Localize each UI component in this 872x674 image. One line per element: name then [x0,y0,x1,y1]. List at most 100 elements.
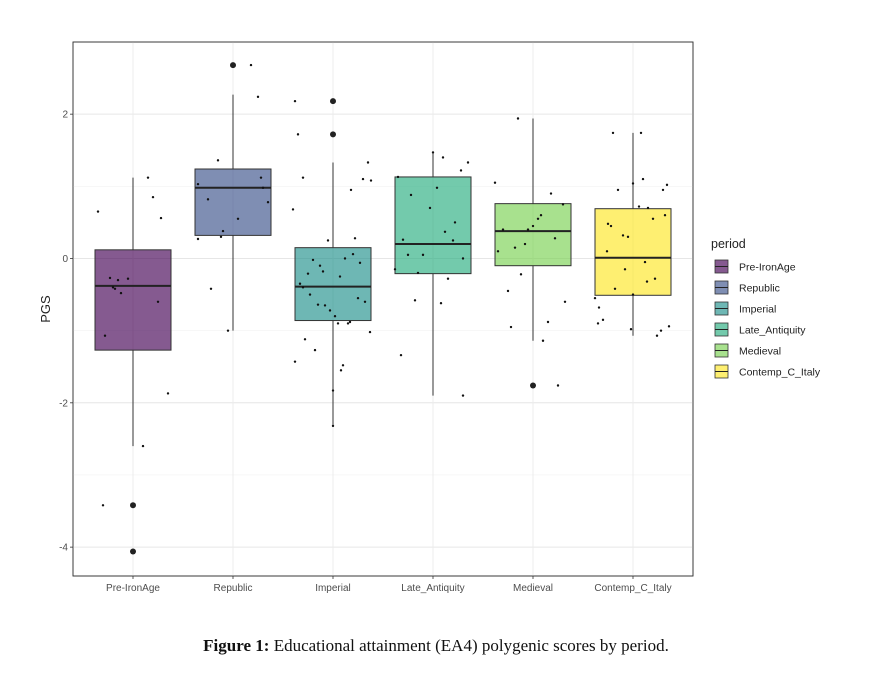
jitter-point [451,239,455,242]
boxplot-chart: -4 -2 0 2 Pre-IronAge Republic Imperial Late_A… [38,41,821,594]
y-axis-title: PGS [38,295,53,323]
jitter-point [665,183,669,187]
jitter-point [101,504,105,507]
jitter-point [446,277,450,280]
jitter-point [597,306,601,309]
jitter-point [428,206,432,210]
legend-label: Pre-IronAge [739,262,796,274]
jitter-point [549,192,553,195]
jitter-point [536,217,540,220]
jitter-point [321,270,325,273]
jitter-point [623,268,627,271]
jitter-point [369,179,373,182]
jitter-point [303,338,307,341]
jitter-point [103,334,107,337]
legend-label: Imperial [739,304,776,316]
jitter-point [661,188,665,192]
jitter-point [637,205,641,208]
jitter-point [399,353,403,357]
legend: period Pre-IronAge Republic Imperial Late_A… [711,237,821,380]
jitter-point [236,217,240,220]
outlier-point [330,131,336,138]
jitter-point [351,252,355,256]
jitter-point [539,213,543,217]
jitter-point [629,328,633,331]
x-tick-label: Contemp_C_Italy [594,583,671,594]
jitter-point [316,303,320,306]
jitter-point [519,273,523,276]
jitter-point [326,239,330,242]
jitter-point [166,392,170,395]
jitter-point [328,309,332,312]
jitter-point [626,235,630,239]
jitter-point [663,213,667,217]
box-body [294,247,372,322]
jitter-point [601,318,605,322]
box-body [394,176,472,275]
box-body [94,249,172,351]
jitter-point [645,280,649,283]
legend-label: Contemp_C_Italy [739,367,821,379]
jitter-point [556,384,560,387]
jitter-point [261,186,265,189]
jitter-point [541,339,545,342]
jitter-point [501,228,505,231]
jitter-point [396,175,400,179]
jitter-point [643,260,647,264]
outlier-point [230,62,236,69]
jitter-point [546,320,550,324]
jitter-point [621,234,625,237]
jitter-point [366,161,370,164]
jitter-point [323,304,327,307]
jitter-point [249,63,253,67]
jitter-point [416,271,420,275]
jitter-point [523,242,527,246]
outlier-point [130,548,136,555]
jitter-point [196,182,200,186]
y-axis: -4 -2 0 2 [59,110,73,554]
y-tick-label: -2 [59,398,68,409]
jitter-point [346,322,350,325]
jitter-point [156,300,160,303]
legend-label: Republic [739,283,780,295]
jitter-point [611,131,615,135]
jitter-point [639,131,643,135]
jitter-point [439,302,443,305]
jitter-point [336,322,340,325]
jitter-point [196,237,200,241]
jitter-point [349,188,353,192]
jitter-point [296,133,300,136]
jitter-point [496,250,500,253]
jitter-point [259,176,263,179]
jitter-point [108,276,112,280]
jitter-point [308,293,312,296]
jitter-point [353,237,357,240]
jitter-point [667,325,671,328]
box-body [194,168,272,236]
jitter-point [561,203,565,206]
jitter-point [631,293,635,296]
jitter-point [266,201,270,204]
outlier-point [530,382,536,389]
jitter-point [466,161,470,164]
jitter-point [596,322,600,325]
jitter-point [96,210,100,213]
jitter-point [406,253,410,257]
jitter-point [311,258,315,262]
jitter-point [659,329,663,332]
plot-panel-border [72,41,694,577]
jitter-point [219,235,223,239]
jitter-point [609,224,613,228]
jitter-point-group [96,63,671,507]
jitter-point [553,237,557,240]
caption-label: Figure 1: [203,636,270,655]
jitter-point [409,193,413,197]
jitter-point [531,224,535,228]
caption-text: Educational attainment (EA4) polygenic s… [269,636,669,655]
jitter-point [111,286,115,289]
x-tick-label: Imperial [315,583,351,594]
jitter-point [256,95,260,99]
jitter-point [641,177,645,181]
jitter-point [605,250,609,253]
jitter-point [513,246,517,249]
